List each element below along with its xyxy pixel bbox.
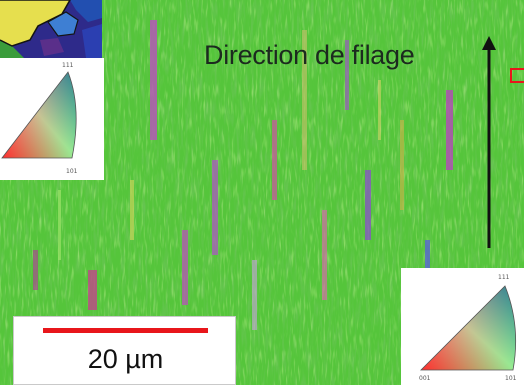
scale-bar bbox=[43, 328, 208, 333]
ipf-label-101: 101 bbox=[505, 375, 517, 382]
arrow-up-icon bbox=[482, 36, 496, 248]
scale-bar-box: 20 µm bbox=[13, 316, 236, 385]
ipf-triangle-icon bbox=[1, 71, 77, 159]
grain-map-inset bbox=[0, 0, 102, 58]
ipf-label-001: 001 bbox=[419, 375, 431, 382]
ipf-color-key-left: 111 101 bbox=[0, 58, 104, 180]
ipf-label-101: 101 bbox=[66, 168, 78, 175]
ipf-color-key-right: 111 001 101 bbox=[401, 268, 524, 385]
region-marker bbox=[510, 68, 524, 83]
grain-streaks bbox=[33, 20, 474, 350]
ipf-label-111: 111 bbox=[62, 62, 74, 69]
ipf-triangle-icon bbox=[420, 285, 517, 371]
scale-label: 20 µm bbox=[87, 344, 164, 374]
direction-label: Direction de filage bbox=[204, 40, 415, 70]
ipf-label-111: 111 bbox=[498, 274, 510, 281]
